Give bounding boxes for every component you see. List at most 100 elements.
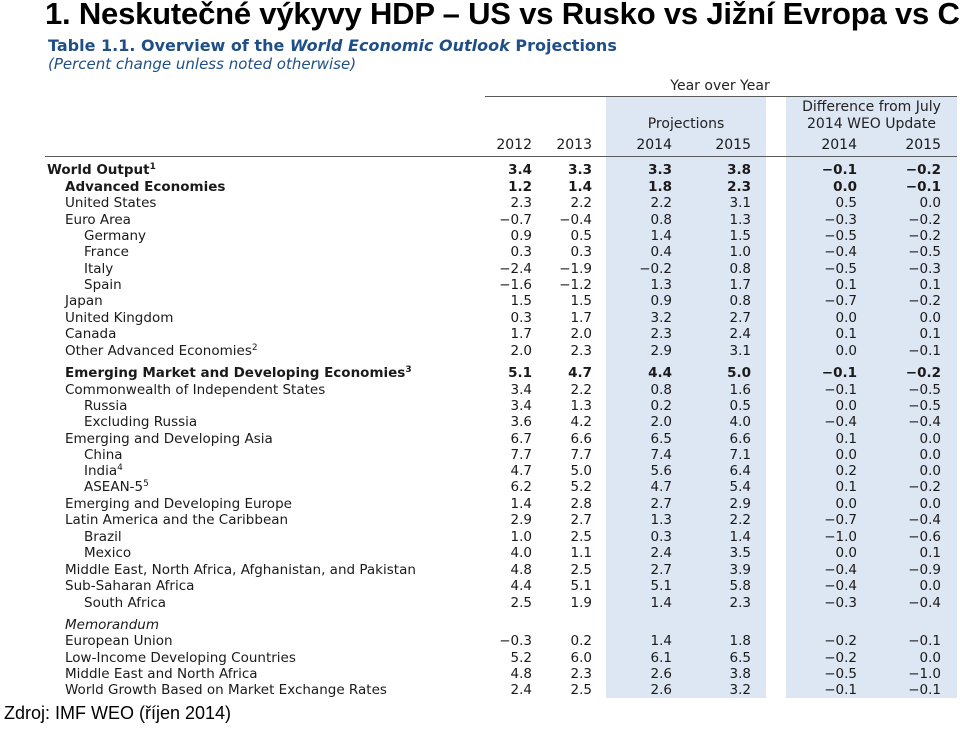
table-cell: 4.2: [570, 414, 592, 430]
row-label: Emerging Market and Developing Economies…: [65, 365, 412, 381]
table-subtitle: (Percent change unless noted otherwise): [48, 55, 357, 73]
table-cell: −0.2: [824, 633, 857, 649]
row-label-text: Other Advanced Economies: [65, 343, 252, 359]
row-label-text: Middle East, North Africa, Afghanistan, …: [65, 562, 416, 578]
table-cell: 2.5: [570, 529, 592, 545]
table-cell: 0.0: [835, 398, 857, 414]
table-cell: 6.4: [729, 463, 751, 479]
table-cell: −0.1: [824, 382, 857, 398]
row-label-text: Emerging and Developing Asia: [65, 431, 273, 447]
table-cell: 0.1: [919, 545, 941, 561]
table-cell: −0.1: [908, 633, 941, 649]
table-cell: 6.7: [510, 431, 532, 447]
row-label: World Output1: [47, 162, 156, 178]
table-cell: −0.1: [908, 343, 941, 359]
table-cell: 0.0: [919, 578, 941, 594]
table-cell: −0.5: [908, 398, 941, 414]
table-cell: 7.4: [650, 447, 672, 463]
table-cell: −0.5: [908, 244, 941, 260]
table-cell: 0.2: [570, 633, 592, 649]
table-cell: 2.2: [570, 195, 592, 211]
table-cell: 0.1: [919, 326, 941, 342]
row-label-text: France: [84, 244, 129, 260]
column-header: 2014: [821, 137, 857, 153]
table-cell: 1.6: [729, 382, 751, 398]
footnote-marker: 5: [143, 479, 149, 489]
table-title: Table 1.1. Overview of the World Economi…: [48, 36, 617, 55]
table-cell: 1.7: [570, 310, 592, 326]
source-note: Zdroj: IMF WEO (říjen 2014): [4, 703, 232, 723]
table-cell: 2.7: [570, 512, 592, 528]
row-label: United States: [65, 195, 156, 211]
header-rule-bottom: [45, 156, 957, 157]
table-cell: 2.5: [570, 562, 592, 578]
row-label-text: Italy: [84, 261, 114, 277]
table-cell: −0.5: [824, 666, 857, 682]
table-cell: −1.2: [559, 277, 592, 293]
table-cell: 2.6: [650, 682, 672, 698]
table-cell: 1.4: [650, 633, 672, 649]
difference-shading: [786, 97, 957, 698]
header-rule-top: [485, 96, 957, 97]
table-cell: −0.2: [908, 479, 941, 495]
table-cell: 0.5: [835, 195, 857, 211]
table-cell: 2.2: [729, 512, 751, 528]
row-label: Commonwealth of Independent States: [65, 382, 325, 398]
table-cell: −0.1: [905, 179, 941, 195]
table-cell: 5.6: [650, 463, 672, 479]
row-label: Spain: [84, 277, 122, 293]
table-cell: 0.8: [729, 293, 751, 309]
table-cell: −2.4: [499, 261, 532, 277]
table-cell: 4.7: [510, 463, 532, 479]
table-cell: 2.9: [729, 496, 751, 512]
table-cell: −0.4: [908, 512, 941, 528]
row-label-text: Excluding Russia: [84, 414, 198, 430]
table-cell: −0.4: [824, 562, 857, 578]
table-cell: 0.1: [835, 431, 857, 447]
row-label-text: South Africa: [84, 595, 167, 611]
table-cell: 2.4: [729, 326, 751, 342]
table-cell: 0.0: [835, 310, 857, 326]
table-cell: −0.7: [499, 212, 532, 228]
table-cell: 3.1: [729, 343, 751, 359]
table-cell: 2.3: [510, 195, 532, 211]
row-label: Memorandum: [65, 617, 159, 633]
table-cell: 0.0: [835, 545, 857, 561]
table-cell: 2.3: [727, 179, 751, 195]
row-label: Russia: [84, 398, 127, 414]
table-cell: 5.1: [570, 578, 592, 594]
table-cell: −0.4: [824, 414, 857, 430]
table-cell: 2.7: [650, 562, 672, 578]
row-label: India4: [84, 463, 123, 479]
column-header: 2012: [496, 137, 532, 153]
table-cell: 2.4: [510, 682, 532, 698]
header-difference-line1: Difference from July: [802, 99, 941, 115]
table-cell: 0.5: [570, 228, 592, 244]
table-cell: 1.3: [570, 398, 592, 414]
table-cell: 0.2: [835, 463, 857, 479]
table-cell: 1.7: [729, 277, 751, 293]
table-cell: 1.3: [729, 212, 751, 228]
table-cell: 5.2: [570, 479, 592, 495]
table-title-italic: World Economic Outlook: [289, 36, 510, 55]
table-cell: 1.9: [570, 595, 592, 611]
row-label: France: [84, 244, 129, 260]
table-cell: 3.5: [729, 545, 751, 561]
table-cell: 0.0: [835, 343, 857, 359]
table-cell: −0.1: [908, 682, 941, 698]
row-label: China: [84, 447, 123, 463]
table-cell: −0.6: [908, 529, 941, 545]
table-cell: 5.0: [570, 463, 592, 479]
row-label-text: European Union: [65, 633, 173, 649]
row-label: United Kingdom: [65, 310, 173, 326]
table-cell: −0.5: [824, 228, 857, 244]
row-label-text: Low-Income Developing Countries: [65, 650, 296, 666]
row-label-text: World Output: [47, 162, 150, 178]
table-cell: 2.3: [570, 343, 592, 359]
table-cell: −0.3: [908, 261, 941, 277]
table-cell: 0.0: [835, 496, 857, 512]
table-cell: 0.2: [650, 398, 672, 414]
table-cell: 0.3: [510, 244, 532, 260]
row-label: Middle East, North Africa, Afghanistan, …: [65, 562, 416, 578]
row-label: World Growth Based on Market Exchange Ra…: [65, 682, 387, 698]
